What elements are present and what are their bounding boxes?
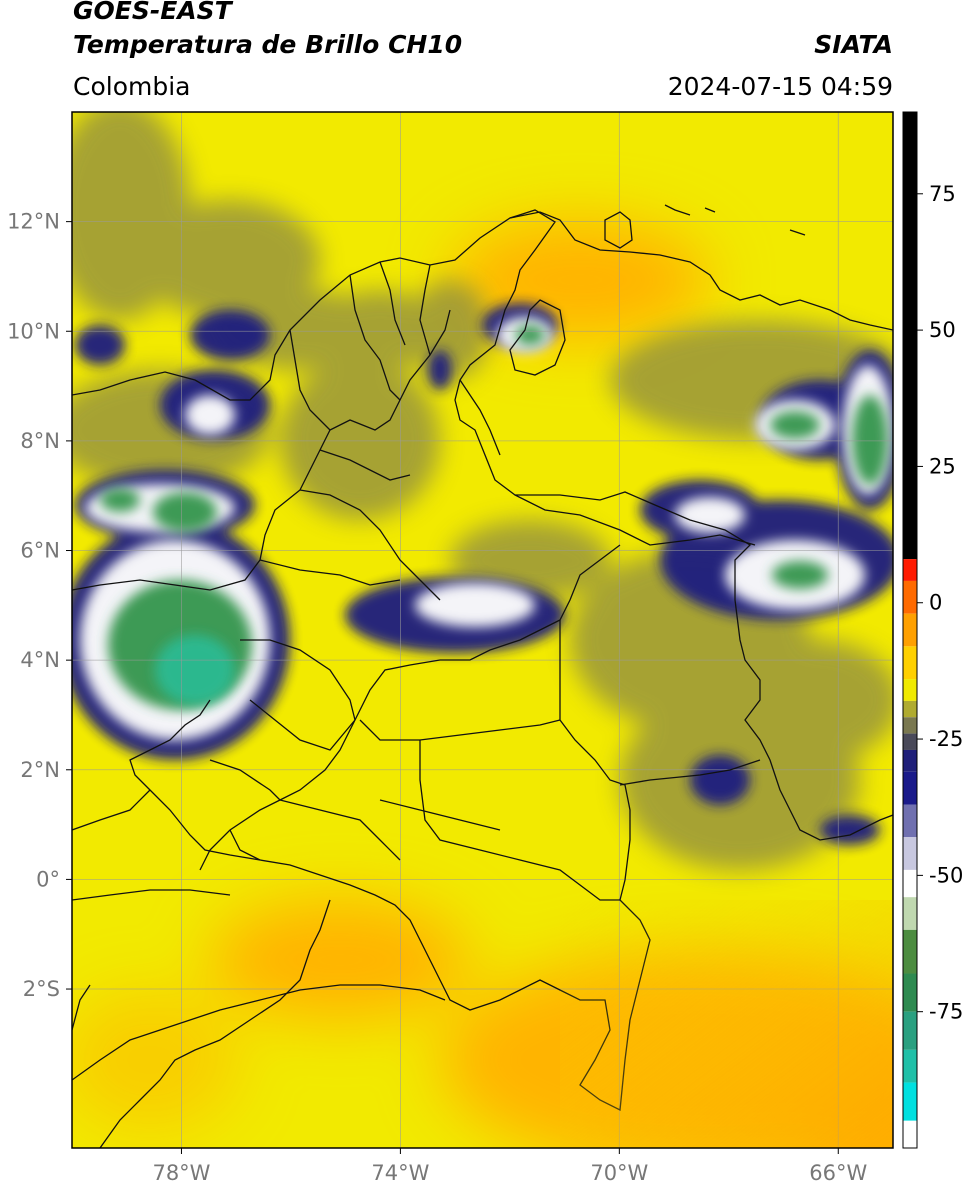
colorbar-tick-label: -75: [929, 1000, 963, 1024]
latitude-tick-label: 2°S: [23, 977, 60, 1001]
region-label: Colombia: [73, 72, 191, 101]
coldest-core: [155, 635, 235, 705]
colorbar: [902, 111, 918, 1149]
colorbar-segment: [903, 1011, 917, 1050]
agency-label: SIATA: [814, 30, 893, 59]
latitude-tick-label: 4°N: [20, 648, 60, 672]
colorbar-segment: [903, 613, 917, 647]
latitude-tick-label: 6°N: [20, 539, 60, 563]
colorbar-segment: [903, 929, 917, 974]
colorbar-segment: [903, 679, 917, 701]
longitude-tick-label: 74°W: [371, 1161, 429, 1185]
colorbar-segment: [903, 804, 917, 838]
product-subtitle: Temperatura de Brillo CH10: [73, 30, 463, 59]
longitude-tick-label: 78°W: [152, 1161, 210, 1185]
colorbar-segment: [903, 749, 917, 772]
colorbar-segment: [903, 771, 917, 805]
colorbar-segment: [903, 837, 917, 870]
latitude-tick-label: 10°N: [7, 319, 60, 343]
colorbar-segment: [903, 717, 917, 734]
latitude-tick-label: 12°N: [7, 210, 60, 234]
colorbar-segment: [903, 1049, 917, 1083]
colorbar-segment: [903, 700, 917, 718]
longitude-tick-label: 66°W: [809, 1161, 867, 1185]
warm-gradient-overlay: [560, 900, 893, 1148]
imagery-layer: [72, 112, 893, 1148]
colorbar-ticks: 75 50 25 0 -25 -50 -75: [917, 182, 963, 1024]
latitude-tick-label: 8°N: [20, 429, 60, 453]
colorbar-tick-label: 0: [929, 591, 942, 615]
colorbar-tick-label: 50: [929, 318, 956, 342]
colorbar-tick-label: 75: [929, 182, 956, 206]
colorbar-segment: [903, 973, 917, 1012]
colorbar-segment: [903, 112, 917, 560]
longitude-axis: 78°W 74°W 70°W 66°W: [152, 1148, 867, 1185]
colorbar-segment: [903, 646, 917, 680]
colorbar-segment: [903, 1082, 917, 1121]
latitude-tick-label: 0°: [36, 867, 60, 891]
map-frame: [71, 111, 894, 1149]
longitude-tick-label: 70°W: [590, 1161, 648, 1185]
colorbar-segment: [903, 869, 917, 898]
colorbar-segment: [903, 897, 917, 930]
colorbar-segment: [903, 1120, 917, 1148]
colorbar-segment: [903, 559, 917, 581]
latitude-tick-label: 2°N: [20, 758, 60, 782]
product-title: GOES-EAST: [73, 0, 232, 25]
latitude-axis: 12°N 10°N 8°N 6°N 4°N 2°N 0° 2°S: [7, 210, 72, 1001]
colorbar-frame: [902, 111, 918, 1149]
gray-cloud-areas: [72, 112, 893, 870]
colorbar-tick-label: -25: [929, 727, 963, 751]
timestamp-label: 2024-07-15 04:59: [667, 72, 893, 101]
country-borders: [72, 204, 893, 1148]
colorbar-segment: [903, 580, 917, 614]
colorbar-tick-label: -50: [929, 863, 963, 887]
colorbar-segment: [903, 733, 917, 750]
colorbar-tick-label: 25: [929, 454, 956, 478]
